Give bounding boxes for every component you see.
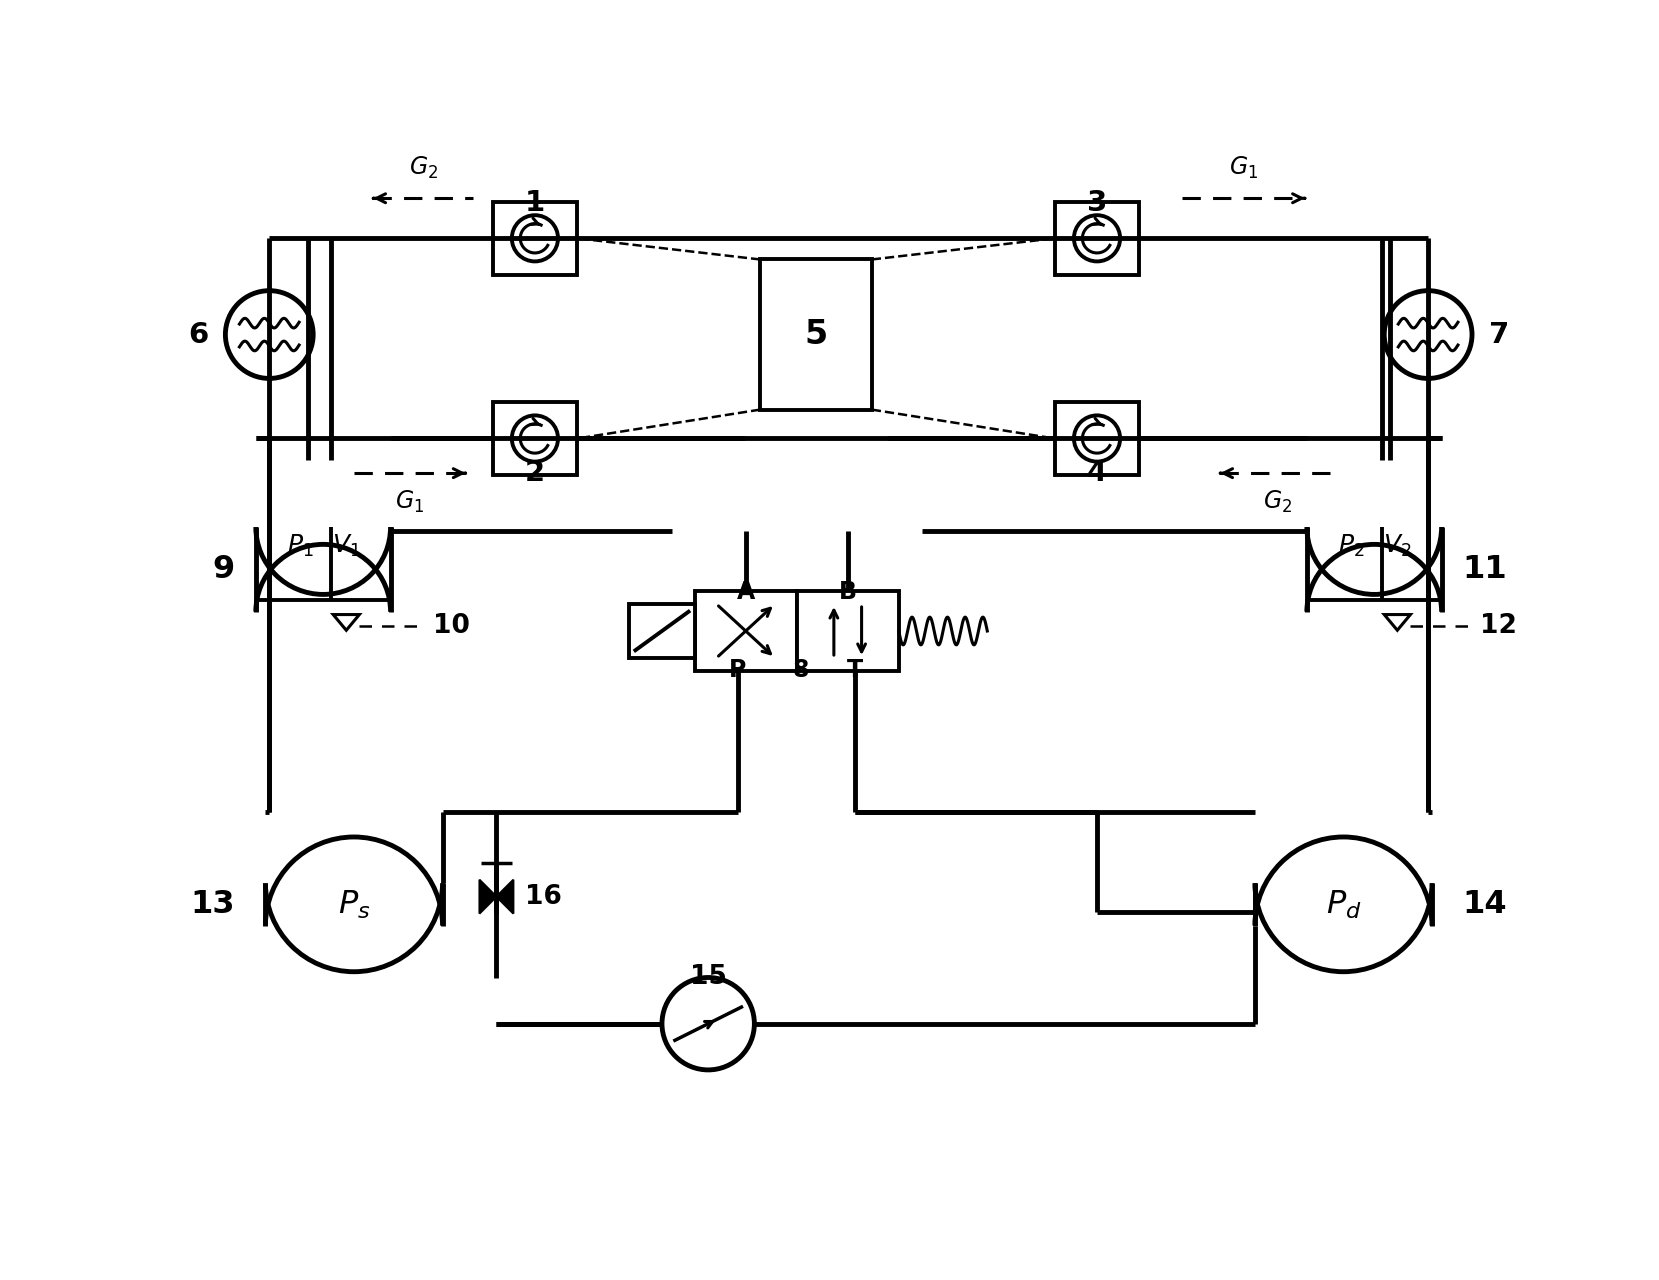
Text: $P_s$: $P_s$ xyxy=(338,888,370,920)
Polygon shape xyxy=(479,879,513,914)
Text: $G_1$: $G_1$ xyxy=(1229,155,1258,182)
Circle shape xyxy=(226,291,314,379)
Text: 10: 10 xyxy=(433,613,469,639)
Bar xyxy=(796,590,899,672)
Text: 11: 11 xyxy=(1463,554,1508,585)
Bar xyxy=(760,260,871,410)
Text: 4: 4 xyxy=(1087,460,1107,488)
Text: 8: 8 xyxy=(793,658,810,682)
Bar xyxy=(493,202,577,275)
Text: $P_2$: $P_2$ xyxy=(1337,534,1364,559)
Circle shape xyxy=(1073,215,1120,261)
Text: P: P xyxy=(730,658,747,682)
Text: 7: 7 xyxy=(1488,320,1510,348)
Text: 2: 2 xyxy=(524,460,546,488)
Text: $G_2$: $G_2$ xyxy=(408,155,438,182)
Text: T: T xyxy=(848,658,863,682)
Text: $P_d$: $P_d$ xyxy=(1326,888,1362,920)
Bar xyxy=(695,590,796,672)
Text: $V_1$: $V_1$ xyxy=(332,534,360,559)
Text: 16: 16 xyxy=(524,883,562,910)
Text: $P_1$: $P_1$ xyxy=(287,534,314,559)
Text: 1: 1 xyxy=(524,189,546,218)
Text: 12: 12 xyxy=(1480,613,1516,639)
Circle shape xyxy=(513,416,557,462)
Text: $G_2$: $G_2$ xyxy=(1264,489,1292,515)
Text: $G_1$: $G_1$ xyxy=(395,489,425,515)
Bar xyxy=(629,604,695,658)
Text: 15: 15 xyxy=(690,964,727,989)
Circle shape xyxy=(662,978,755,1070)
Text: 5: 5 xyxy=(805,317,828,351)
Bar xyxy=(1055,402,1140,475)
Text: $V_2$: $V_2$ xyxy=(1384,534,1412,559)
Text: 9: 9 xyxy=(212,554,234,585)
Circle shape xyxy=(513,215,557,261)
Text: 13: 13 xyxy=(191,888,234,920)
Circle shape xyxy=(1384,291,1472,379)
Text: 3: 3 xyxy=(1087,189,1107,218)
Circle shape xyxy=(1073,416,1120,462)
Bar xyxy=(493,402,577,475)
Text: A: A xyxy=(737,580,755,604)
Text: 14: 14 xyxy=(1463,888,1508,920)
Text: 6: 6 xyxy=(187,320,209,348)
Text: B: B xyxy=(839,580,856,604)
Bar xyxy=(1055,202,1140,275)
